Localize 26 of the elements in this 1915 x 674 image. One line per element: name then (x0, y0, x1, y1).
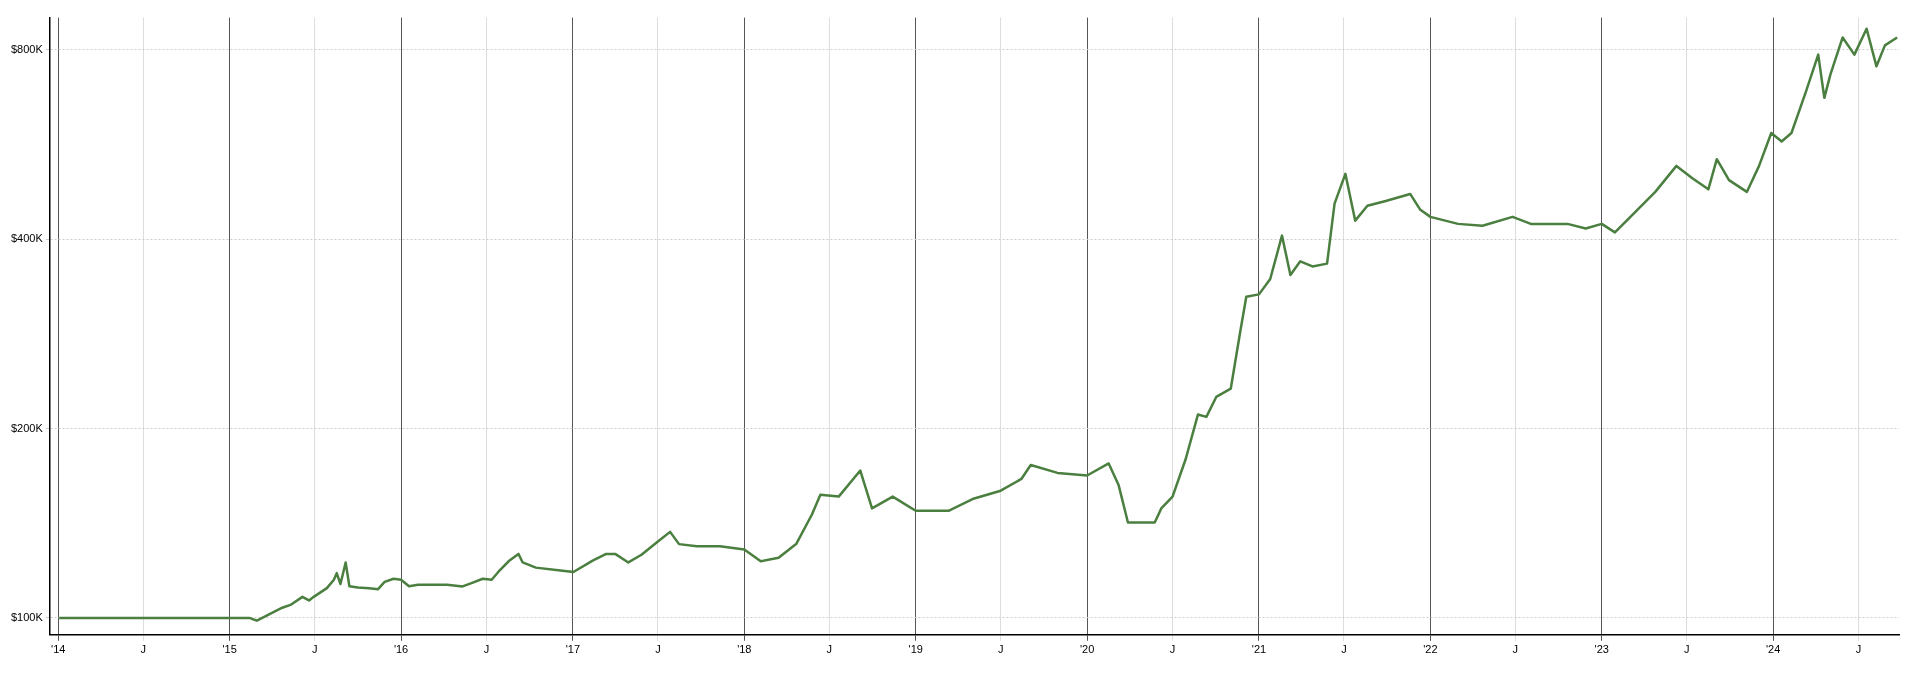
x-tick-label: J (826, 643, 833, 656)
x-tick-label: '22 (1423, 643, 1438, 656)
x-tick-label: J (1855, 643, 1862, 656)
y-tick-label: $200K (11, 421, 44, 434)
x-tick-label: '16 (393, 643, 409, 656)
y-tick-label: $800K (11, 42, 44, 55)
x-tick-label: '20 (1079, 643, 1095, 656)
y-tick-label: $100K (11, 610, 44, 623)
y-tick-label: $400K (11, 232, 44, 245)
x-tick-label: J (997, 643, 1004, 656)
x-tick-label: J (1341, 643, 1347, 656)
x-tick-label: '19 (908, 643, 923, 656)
x-tick-label: '14 (51, 643, 66, 656)
x-tick-label: '15 (222, 643, 237, 656)
x-tick-label: J (1169, 643, 1176, 656)
x-tick-label: J (311, 643, 318, 656)
x-tick-label: '21 (1251, 643, 1267, 656)
x-tick-label: J (655, 643, 661, 656)
x-tick-label: J (140, 643, 146, 656)
x-tick-label: J (483, 643, 490, 656)
x-tick-label: '24 (1765, 643, 1781, 656)
x-tick-label: J (1512, 643, 1519, 656)
x-tick-label: '23 (1594, 643, 1609, 656)
x-tick-label: J (1684, 643, 1690, 656)
x-tick-label: '17 (565, 643, 581, 656)
x-tick-label: '18 (737, 643, 752, 656)
